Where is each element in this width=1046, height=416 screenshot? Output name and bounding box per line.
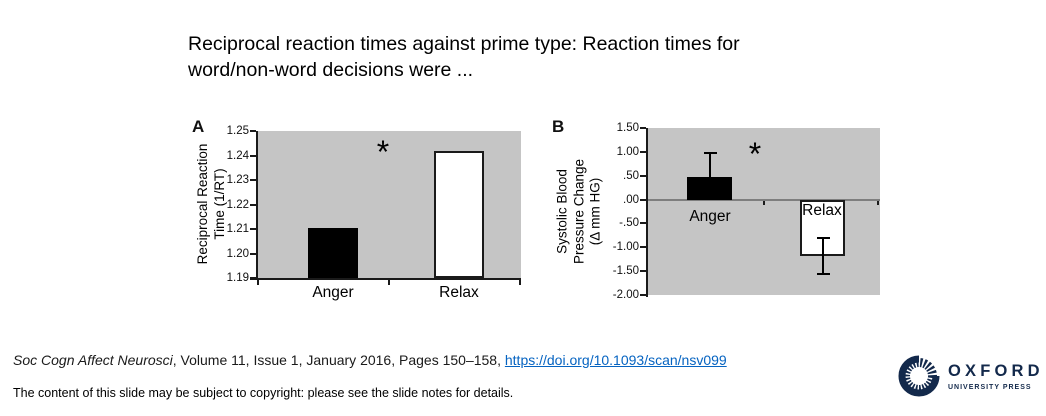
slide-title: Reciprocal reaction times against prime … <box>188 31 740 83</box>
y-tick-label: 1.24 <box>226 149 249 162</box>
y-tick-mark <box>640 246 646 249</box>
y-tick-label: -.50 <box>619 217 639 230</box>
y-tick-label: 1.23 <box>226 174 249 186</box>
y-tick-label: 1.19 <box>226 272 249 284</box>
y-tick-mark <box>250 252 256 255</box>
slide-title-line1: Reciprocal reaction times against prime … <box>188 33 740 55</box>
x-label-anger: Anger <box>312 284 354 301</box>
x-tick-mark <box>877 200 879 205</box>
oup-logo-subtitle: UNIVERSITY PRESS <box>948 383 1032 391</box>
x-axis-line <box>250 278 521 280</box>
citation: Soc Cogn Affect Neurosci, Volume 11, Iss… <box>13 352 727 368</box>
error-bar-line <box>821 237 824 274</box>
error-bar-cap <box>703 152 717 155</box>
significance-asterisk: * <box>376 134 390 170</box>
y-tick-mark <box>640 127 646 129</box>
oup-logo[interactable]: OXFORD UNIVERSITY PRESS <box>897 354 1044 398</box>
panel-a-label: A <box>192 117 205 136</box>
bar-anger <box>687 176 732 200</box>
y-tick-label: 1.00 <box>616 145 639 158</box>
x-label-anger: Anger <box>689 208 731 225</box>
x-label-relax: Relax <box>802 202 842 219</box>
y-tick-mark <box>250 203 256 206</box>
y-tick-mark <box>640 222 646 225</box>
y-axis-line <box>256 131 258 280</box>
y-tick-label: -1.00 <box>612 241 639 254</box>
bar-anger <box>308 227 358 278</box>
y-tick-mark <box>250 228 256 230</box>
y-axis-title: Reciprocal Reaction Time (1/RT) <box>195 143 227 265</box>
y-tick-label: .00 <box>623 193 639 206</box>
y-tick-label: 1.21 <box>226 223 249 235</box>
x-tick-mark <box>519 280 521 285</box>
x-tick-mark <box>763 200 765 205</box>
x-tick-mark <box>257 280 259 285</box>
y-tick-mark <box>640 150 646 153</box>
panel-b-label: B <box>552 117 565 136</box>
y-tick-mark <box>250 154 256 157</box>
oup-logo-mark <box>898 355 940 397</box>
zero-line <box>648 198 880 201</box>
citation-text: , Volume 11, Issue 1, January 2016, Page… <box>172 352 505 368</box>
copyright-note: The content of this slide may be subject… <box>13 386 514 400</box>
slide-title-line2: word/non-word decisions were ... <box>188 59 474 81</box>
y-tick-mark <box>640 198 646 201</box>
y-tick-mark <box>640 270 646 273</box>
y-tick-mark <box>250 179 256 181</box>
doi-link[interactable]: https://doi.org/10.1093/scan/nsv099 <box>504 352 727 368</box>
y-tick-mark <box>640 294 646 296</box>
error-bar-cap <box>816 272 830 275</box>
plot-area-b <box>648 128 880 295</box>
bar-relax <box>434 150 484 278</box>
error-bar-line <box>708 153 711 177</box>
y-tick-label: 1.22 <box>226 198 249 211</box>
y-tick-label: 1.25 <box>226 125 249 137</box>
y-tick-label: 1.20 <box>226 247 249 260</box>
y-tick-label: 1.50 <box>616 122 639 134</box>
error-bar-cap <box>816 236 830 239</box>
y-tick-label: -2.00 <box>612 289 639 301</box>
y-tick-label: .50 <box>623 169 639 182</box>
x-label-relax: Relax <box>439 284 479 301</box>
oup-logo-name: OXFORD <box>948 361 1044 380</box>
oup-logo-text: OXFORD UNIVERSITY PRESS <box>948 362 1044 391</box>
y-tick-mark <box>640 174 646 177</box>
y-axis-line <box>646 128 648 297</box>
significance-asterisk: * <box>748 136 762 172</box>
y-tick-label: -1.50 <box>612 265 639 278</box>
y-tick-mark <box>250 130 256 132</box>
x-tick-mark <box>388 280 390 285</box>
y-axis-title: Systolic Blood Pressure Change (Δ mm HG) <box>554 158 603 264</box>
journal-name: Soc Cogn Affect Neurosci <box>13 352 173 368</box>
